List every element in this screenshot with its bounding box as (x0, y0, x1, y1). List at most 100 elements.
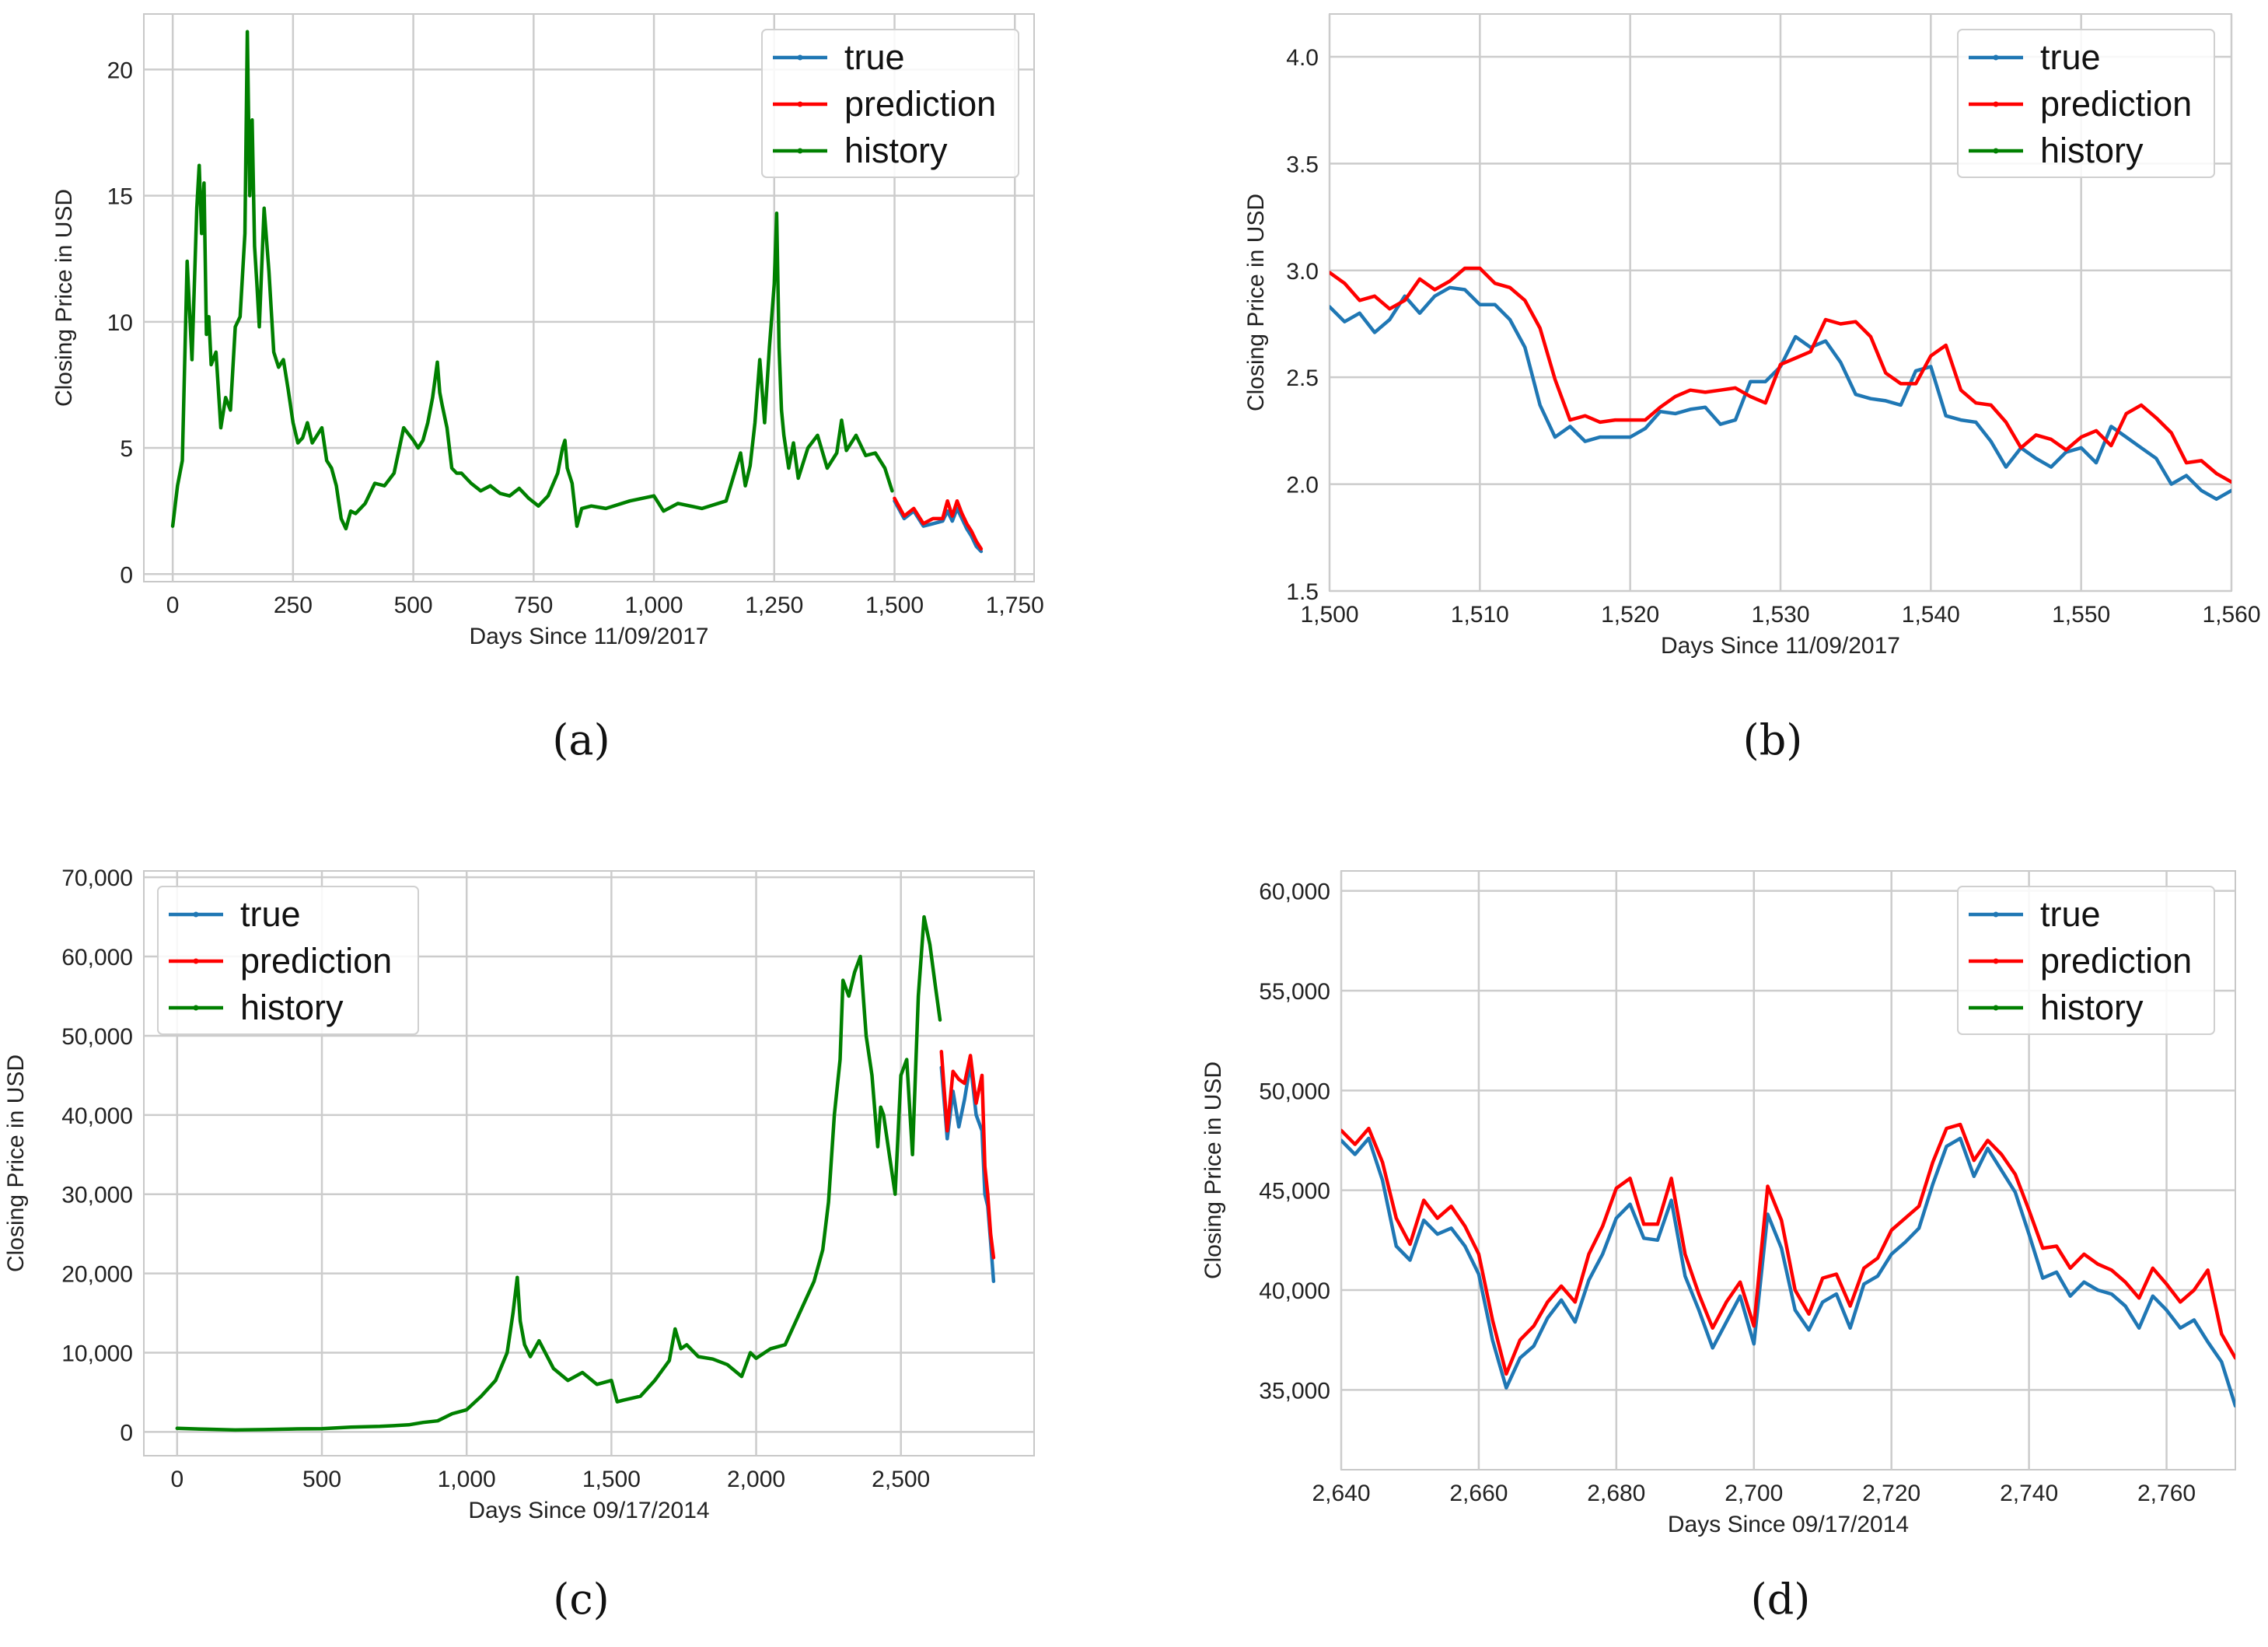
x-tick-label: 1,500 (865, 593, 924, 618)
legend-label-history: history (844, 131, 948, 170)
x-tick-label: 2,760 (2137, 1481, 2196, 1506)
legend-marker-true (1993, 911, 1999, 918)
x-tick-label: 0 (166, 593, 180, 618)
legend-marker-prediction (1993, 958, 1999, 964)
legend-box (761, 29, 1019, 178)
y-tick-label: 20 (107, 58, 133, 83)
y-tick-label: 3.5 (1286, 152, 1319, 177)
x-tick-label: 1,560 (2202, 602, 2260, 628)
y-tick-label: 4.0 (1286, 45, 1319, 71)
legend-label-prediction: prediction (240, 941, 392, 981)
y-tick-label: 30,000 (61, 1183, 133, 1208)
legend-marker-true (193, 911, 199, 918)
y-tick-label: 40,000 (1259, 1278, 1330, 1304)
x-tick-label: 1,000 (438, 1467, 496, 1492)
series-line-prediction (1330, 266, 2231, 484)
legend: true prediction history (157, 886, 419, 1035)
x-tick-label: 500 (394, 593, 433, 618)
x-axis-label: Days Since 09/17/2014 (468, 1498, 709, 1523)
y-tick-label: 60,000 (61, 945, 133, 970)
y-tick-label: 35,000 (1259, 1378, 1330, 1404)
x-tick-label: 1,520 (1601, 602, 1659, 628)
x-axis-label: Days Since 09/17/2014 (1668, 1512, 1909, 1537)
caption: (a) (552, 715, 610, 764)
caption: (c) (553, 1575, 609, 1624)
legend: true prediction history (1957, 29, 2215, 178)
x-tick-label: 1,530 (1751, 602, 1809, 628)
legend-label-true: true (844, 37, 905, 77)
y-tick-label: 0 (120, 562, 133, 588)
legend-label-prediction: prediction (2040, 941, 2192, 981)
chart-b: 1,500 1,510 1,520 1,530 1,540 1,550 1,560 1.5 2.… (1243, 13, 2261, 764)
x-tick-label: 2,720 (1862, 1481, 1920, 1506)
y-tick-label: 2.5 (1286, 365, 1319, 391)
legend-label-true: true (240, 894, 301, 934)
x-tick-label: 1,500 (1300, 602, 1358, 628)
chart-c: 0 500 1,000 1,500 2,000 2,500 0 10,000 20,000 30,… (3, 865, 1035, 1624)
x-tick-label: 1,550 (2052, 602, 2110, 628)
legend-box (1957, 886, 2215, 1035)
legend-marker-prediction (193, 958, 199, 964)
x-tick-label: 250 (274, 593, 313, 618)
x-tick-label: 2,700 (1725, 1481, 1783, 1506)
y-tick-label: 2.0 (1286, 473, 1319, 498)
legend-marker-true (797, 54, 803, 61)
x-tick-label: 1,250 (745, 593, 803, 618)
legend-marker-prediction (797, 101, 803, 107)
y-tick-label: 15 (107, 184, 133, 210)
y-tick-label: 0 (120, 1420, 133, 1446)
series-line-history (170, 30, 894, 531)
x-tick-label: 2,740 (2000, 1481, 2058, 1506)
y-axis-label: Closing Price in USD (51, 189, 77, 407)
x-tick-label: 1,500 (582, 1467, 641, 1492)
x-tick-label: 2,500 (872, 1467, 930, 1492)
legend-label-history: history (240, 988, 344, 1027)
legend-label-prediction: prediction (844, 84, 996, 124)
y-tick-label: 40,000 (61, 1103, 133, 1129)
series-line-history (175, 914, 942, 1432)
x-tick-label: 1,750 (986, 593, 1044, 618)
y-tick-label: 45,000 (1259, 1179, 1330, 1205)
series-line-true (1341, 1136, 2235, 1408)
x-tick-label: 0 (170, 1467, 183, 1492)
x-tick-label: 2,660 (1449, 1481, 1508, 1506)
x-tick-label: 2,640 (1312, 1481, 1370, 1506)
x-axis-label: Days Since 11/09/2017 (470, 624, 709, 649)
x-tick-label: 1,000 (625, 593, 683, 618)
chart-a: 0 250 500 750 1,000 1,250 1,500 1,750 0 5 10 15 20 Da… (51, 13, 1044, 764)
legend: true prediction history (761, 29, 1019, 178)
y-tick-label: 5 (120, 436, 133, 462)
caption: (d) (1751, 1575, 1811, 1624)
series-line-prediction (893, 496, 984, 551)
y-tick-label: 20,000 (61, 1262, 133, 1288)
legend-label-true: true (2040, 894, 2101, 934)
legend-label-prediction: prediction (2040, 84, 2192, 124)
y-tick-label: 50,000 (1259, 1079, 1330, 1104)
x-tick-label: 1,510 (1451, 602, 1509, 628)
chart-d: 2,640 2,660 2,680 2,700 2,720 2,740 2,760 35,00… (1200, 870, 2236, 1624)
x-tick-label: 2,680 (1587, 1481, 1645, 1506)
y-tick-label: 1.5 (1286, 579, 1319, 605)
caption: (b) (1743, 715, 1803, 764)
y-axis-label: Closing Price in USD (1200, 1061, 1226, 1279)
legend-label-history: history (2040, 988, 2144, 1027)
legend-box (1957, 29, 2215, 178)
x-tick-label: 2,000 (727, 1467, 785, 1492)
legend-label-true: true (2040, 37, 2101, 77)
y-tick-label: 60,000 (1259, 879, 1330, 905)
x-axis-label: Days Since 11/09/2017 (1661, 633, 1900, 659)
legend-marker-history (1993, 148, 1999, 154)
legend-marker-history (797, 148, 803, 154)
y-tick-label: 3.0 (1286, 259, 1319, 285)
legend: true prediction history (1957, 886, 2215, 1035)
y-tick-label: 50,000 (61, 1024, 133, 1050)
y-tick-label: 55,000 (1259, 979, 1330, 1005)
y-tick-label: 70,000 (61, 865, 133, 891)
x-tick-label: 750 (514, 593, 553, 618)
y-tick-label: 10,000 (61, 1341, 133, 1367)
legend-label-history: history (2040, 131, 2144, 170)
legend-marker-prediction (1993, 101, 1999, 107)
legend-marker-true (1993, 54, 1999, 61)
y-tick-label: 10 (107, 310, 133, 336)
